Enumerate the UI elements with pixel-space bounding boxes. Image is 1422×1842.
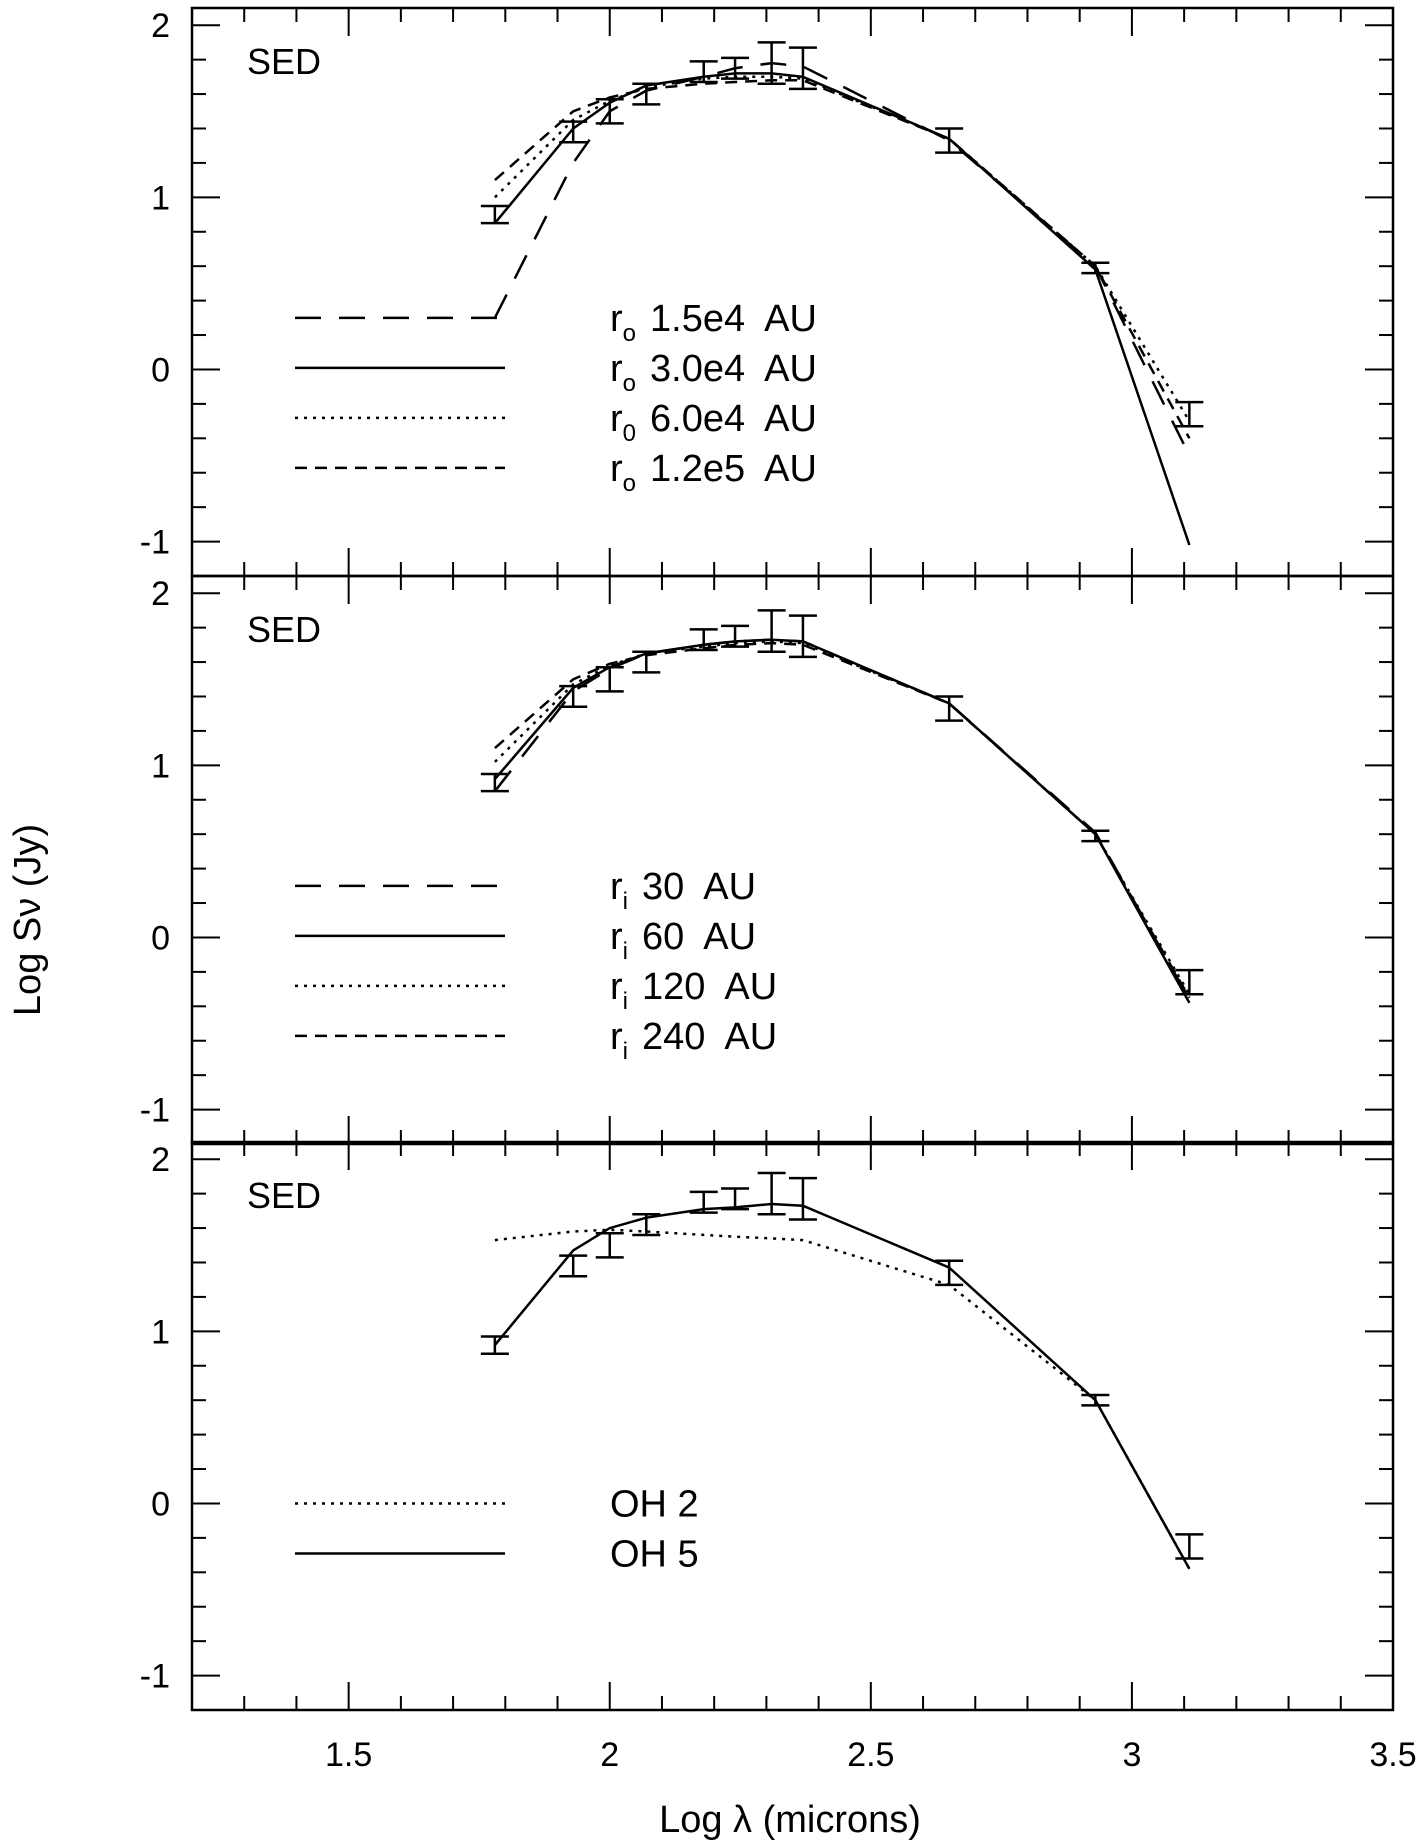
series-line-4 bbox=[494, 79, 1191, 439]
y-tick-label: 0 bbox=[151, 919, 170, 957]
legend-entry: OH 2 bbox=[610, 1483, 699, 1525]
error-bar bbox=[721, 56, 750, 80]
y-axis-title: Log Sν (Jy) bbox=[7, 824, 49, 1016]
y-tick-label: 1 bbox=[151, 1313, 170, 1351]
legend-entry: ro 1.2e5 AU bbox=[610, 448, 817, 497]
series-line-2 bbox=[493, 1202, 1191, 1570]
panel-label: SED bbox=[247, 1175, 321, 1216]
error-bar bbox=[632, 650, 661, 674]
error-bar bbox=[595, 665, 624, 693]
error-bar bbox=[935, 127, 964, 154]
series-line-4 bbox=[494, 641, 1191, 999]
y-tick-label: 0 bbox=[151, 1485, 170, 1523]
y-tick-label: 2 bbox=[151, 7, 170, 45]
error-bar bbox=[595, 97, 624, 125]
error-bar bbox=[935, 695, 964, 722]
error-bar bbox=[480, 204, 509, 225]
y-tick-label: 1 bbox=[151, 179, 170, 217]
error-bar bbox=[689, 628, 718, 652]
error-bar bbox=[632, 82, 661, 106]
legend-entry: ro 3.0e4 AU bbox=[610, 348, 817, 397]
legend-entry: r0 6.0e4 AU bbox=[610, 398, 817, 447]
y-tick-label: -1 bbox=[140, 1658, 170, 1696]
series-line-3 bbox=[494, 640, 1191, 995]
panel-3: 2 1 0 -1 1.5 2 2.5 3 3.5 SED OH 2 OH 5 bbox=[140, 1140, 1417, 1774]
error-bar bbox=[559, 120, 588, 144]
error-bar bbox=[1175, 1533, 1204, 1560]
legend-entry: ri 30 AU bbox=[610, 866, 756, 915]
error-bar bbox=[757, 609, 786, 653]
legend-entry: OH 5 bbox=[610, 1533, 699, 1575]
y-tick-label: -1 bbox=[140, 524, 170, 562]
panel-label: SED bbox=[247, 41, 321, 82]
y-tick-label: -1 bbox=[140, 1092, 170, 1130]
error-bar bbox=[935, 1259, 964, 1287]
error-bar bbox=[689, 60, 718, 84]
error-bar bbox=[788, 614, 817, 659]
y-tick-label: 1 bbox=[151, 747, 170, 785]
error-bar bbox=[788, 46, 817, 91]
error-bar bbox=[788, 1176, 817, 1221]
error-bar bbox=[757, 41, 786, 85]
series-line-3 bbox=[494, 75, 1191, 422]
error-bar bbox=[1175, 400, 1204, 428]
x-tick-label: 1.5 bbox=[325, 1736, 372, 1774]
error-bar bbox=[689, 1190, 718, 1214]
panel-label: SED bbox=[247, 609, 321, 650]
plot-frame bbox=[190, 574, 1395, 1146]
y-tick-label: 2 bbox=[151, 1141, 170, 1179]
error-bar bbox=[721, 624, 750, 648]
error-bar bbox=[1081, 261, 1110, 275]
series-line-1 bbox=[494, 1228, 1191, 1570]
error-bar bbox=[480, 772, 509, 793]
legend-entry: ri 240 AU bbox=[610, 1016, 777, 1065]
error-bar bbox=[1175, 968, 1204, 996]
x-tick-label: 2 bbox=[600, 1736, 619, 1774]
legend-entry: ri 60 AU bbox=[610, 916, 756, 965]
series-line-2 bbox=[493, 72, 1191, 546]
series-line-1 bbox=[493, 638, 1191, 1001]
error-bar bbox=[480, 1335, 509, 1355]
series-line-2 bbox=[493, 638, 1191, 1004]
plot-frame bbox=[190, 1140, 1395, 1712]
error-bar bbox=[757, 1171, 786, 1216]
x-tick-label: 3 bbox=[1122, 1736, 1141, 1774]
legend-entry: ri 120 AU bbox=[610, 966, 777, 1015]
legend-entry: ro 1.5e4 AU bbox=[610, 298, 817, 347]
plot-frame bbox=[190, 6, 1395, 578]
error-bar bbox=[559, 684, 588, 709]
error-bar bbox=[1081, 1393, 1110, 1407]
error-bar bbox=[595, 1231, 624, 1259]
x-axis-title: Log λ (microns) bbox=[659, 1799, 921, 1841]
error-bar bbox=[632, 1213, 661, 1237]
x-tick-label: 2.5 bbox=[847, 1736, 894, 1774]
error-bar bbox=[559, 1254, 588, 1278]
x-tick-label: 3.5 bbox=[1369, 1736, 1416, 1774]
y-tick-label: 2 bbox=[151, 575, 170, 613]
error-bar bbox=[721, 1187, 750, 1211]
error-bar bbox=[1081, 829, 1110, 843]
y-tick-label: 0 bbox=[151, 351, 170, 389]
